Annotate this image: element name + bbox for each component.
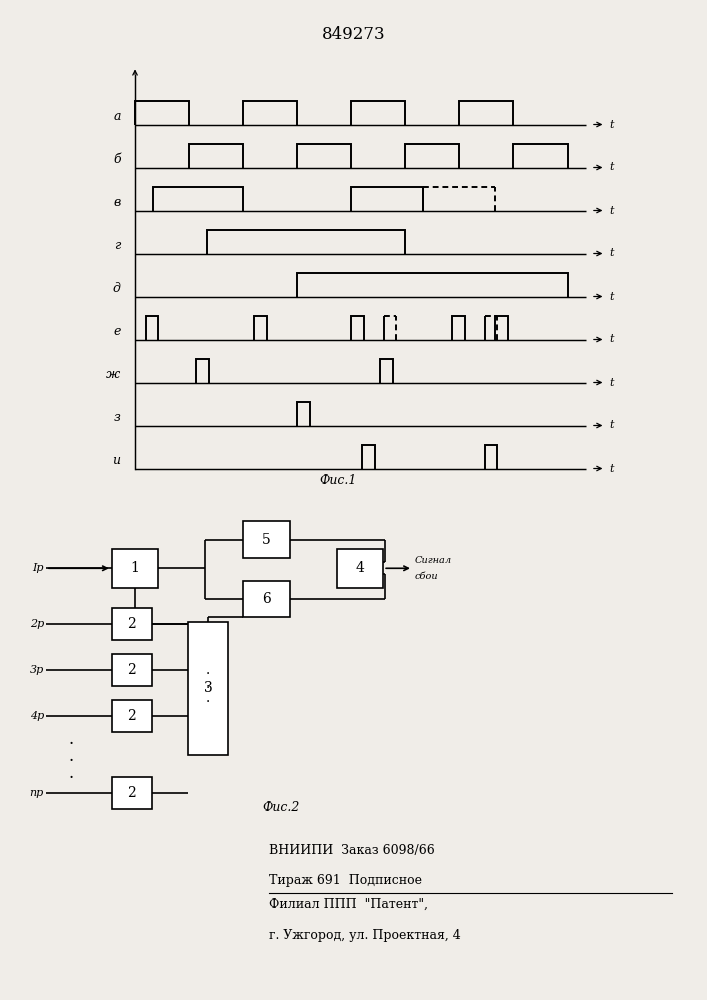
Text: nр: nр <box>30 788 44 798</box>
Bar <box>188 622 228 755</box>
Text: 4: 4 <box>356 561 364 575</box>
Text: 2: 2 <box>127 663 136 677</box>
Text: t: t <box>609 248 614 258</box>
Text: t: t <box>609 206 614 216</box>
Text: t: t <box>609 119 614 129</box>
Bar <box>112 700 152 732</box>
Text: 2: 2 <box>127 786 136 800</box>
Text: и: и <box>112 454 121 467</box>
Text: Iр: Iр <box>33 563 44 573</box>
Text: 3р: 3р <box>30 665 44 675</box>
Text: з: з <box>114 411 121 424</box>
Text: 5: 5 <box>262 533 271 547</box>
Text: t: t <box>609 377 614 387</box>
Bar <box>112 654 152 686</box>
Text: 849273: 849273 <box>322 26 385 43</box>
Text: ·
·
·: · · · <box>69 736 74 787</box>
Bar <box>112 549 158 588</box>
Text: 4р: 4р <box>30 711 44 721</box>
Text: Фис.1: Фис.1 <box>319 474 356 487</box>
Text: б: б <box>113 153 121 166</box>
Bar <box>243 581 290 617</box>
Text: е: е <box>113 325 121 338</box>
Text: t: t <box>609 464 614 474</box>
Text: Тираж 691  Подписное: Тираж 691 Подписное <box>269 874 421 887</box>
Text: 2: 2 <box>127 709 136 723</box>
Text: ВНИИПИ  Заказ 6098/66: ВНИИПИ Заказ 6098/66 <box>269 844 434 857</box>
Text: г. Ужгород, ул. Проектная, 4: г. Ужгород, ул. Проектная, 4 <box>269 929 460 942</box>
Text: Сигнал: Сигнал <box>415 556 452 565</box>
Text: 2: 2 <box>127 617 136 631</box>
Text: t: t <box>609 334 614 344</box>
Text: t: t <box>609 162 614 172</box>
Text: Фис.2: Фис.2 <box>263 801 300 814</box>
Text: сбои: сбои <box>415 572 438 581</box>
Text: t: t <box>609 292 614 302</box>
Text: t: t <box>609 420 614 430</box>
Text: a: a <box>113 110 121 123</box>
Text: ·
·
·: · · · <box>206 667 211 709</box>
Text: г: г <box>115 239 121 252</box>
Bar <box>337 549 383 588</box>
Text: Филиал ППП  "Патент",: Филиал ППП "Патент", <box>269 898 428 911</box>
Text: 2р: 2р <box>30 619 44 629</box>
Text: 1: 1 <box>131 561 139 575</box>
Text: д: д <box>112 282 121 295</box>
Bar <box>112 608 152 640</box>
Text: 6: 6 <box>262 592 271 606</box>
Text: ж: ж <box>106 368 121 381</box>
Bar <box>243 521 290 558</box>
Bar <box>112 777 152 809</box>
Text: в: в <box>113 196 121 209</box>
Text: 3: 3 <box>204 681 213 695</box>
